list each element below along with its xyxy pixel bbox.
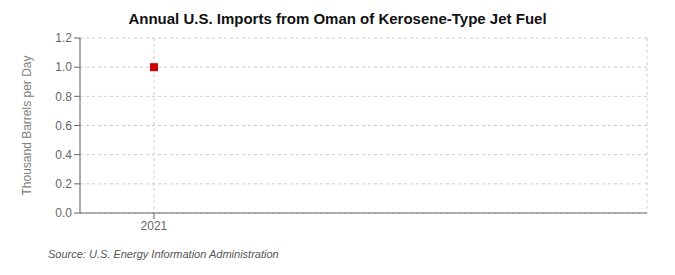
svg-text:0.8: 0.8: [55, 90, 72, 104]
html-text:Annual U.S. Imports from Oman: Annual U.S. Imports from Oman of Kerosen…: [128, 10, 547, 27]
html-text:Source: U.S. Energy Informatio: Source: U.S. Energy Information Administ…: [48, 248, 279, 260]
svg-text:0.0: 0.0: [55, 206, 72, 220]
svg-text:0.2: 0.2: [55, 177, 72, 191]
svg-text:Thousand Barrels per Day: Thousand Barrels per Day: [20, 55, 34, 195]
svg-text:0.6: 0.6: [55, 119, 72, 133]
svg-text:0.4: 0.4: [55, 148, 72, 162]
svg-text:1.2: 1.2: [55, 31, 72, 45]
svg-text:1.0: 1.0: [55, 60, 72, 74]
svg-text:2021: 2021: [141, 219, 168, 233]
